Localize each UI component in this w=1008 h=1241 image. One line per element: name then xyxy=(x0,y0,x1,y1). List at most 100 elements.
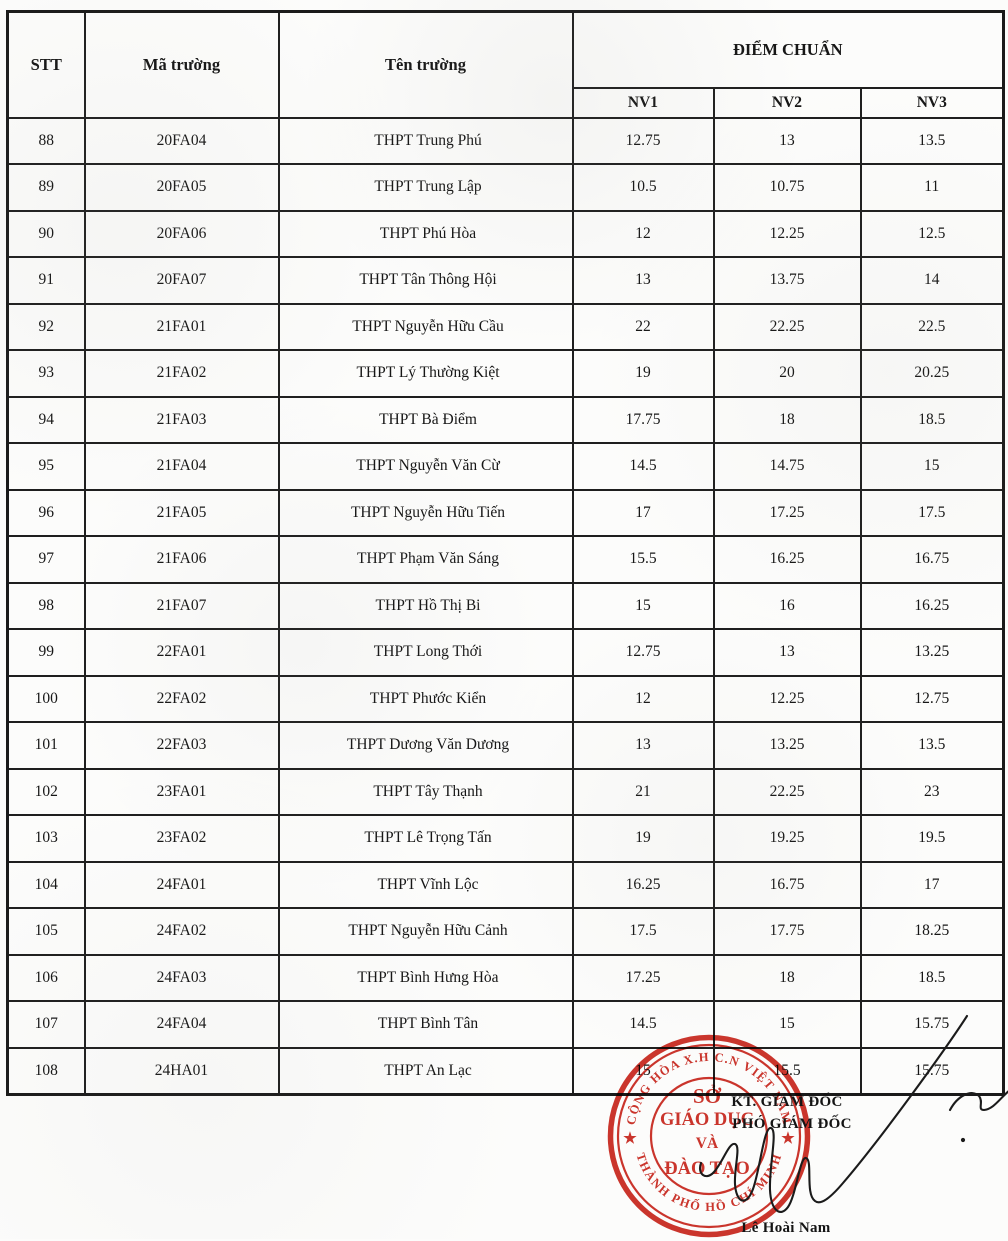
table-row: 102 23FA01 THPT Tây Thạnh 21 22.25 23 xyxy=(6,767,1005,816)
row-nv3: 13.5 xyxy=(859,721,1005,770)
row-nv3: 12.75 xyxy=(859,674,1005,723)
row-stt: 97 xyxy=(6,535,86,584)
row-nv1: 15 xyxy=(571,581,715,630)
row-nv1: 17.25 xyxy=(571,953,715,1002)
row-nv1: 12.75 xyxy=(571,116,715,165)
row-nv2: 22.25 xyxy=(712,302,862,351)
table-row: 105 24FA02 THPT Nguyễn Hữu Cảnh 17.5 17.75 18… xyxy=(6,907,1005,956)
row-stt: 90 xyxy=(6,209,86,258)
row-code: 22FA01 xyxy=(83,628,280,677)
row-code: 20FA06 xyxy=(83,209,280,258)
row-stt: 91 xyxy=(6,256,86,305)
row-name: THPT Dương Văn Dương xyxy=(277,721,574,770)
row-nv2: 17.75 xyxy=(712,907,862,956)
row-nv2: 13 xyxy=(712,628,862,677)
header-school-name: Tên trường xyxy=(277,10,574,119)
row-stt: 94 xyxy=(6,395,86,444)
row-stt: 104 xyxy=(6,860,86,909)
row-stt: 99 xyxy=(6,628,86,677)
row-nv3: 13.5 xyxy=(859,116,1005,165)
row-nv1: 14.5 xyxy=(571,442,715,491)
row-stt: 101 xyxy=(6,721,86,770)
table-row: 101 22FA03 THPT Dương Văn Dương 13 13.25 13.5 xyxy=(6,721,1005,770)
row-stt: 106 xyxy=(6,953,86,1002)
table-row: 104 24FA01 THPT Vĩnh Lộc 16.25 16.75 17 xyxy=(6,860,1005,909)
row-name: THPT Tây Thạnh xyxy=(277,767,574,816)
header-nv3: NV3 xyxy=(859,86,1005,119)
row-code: 20FA04 xyxy=(83,116,280,165)
table-row: 93 21FA02 THPT Lý Thường Kiệt 19 20 20.25 xyxy=(6,349,1005,398)
row-stt: 108 xyxy=(6,1046,86,1095)
row-nv3: 12.5 xyxy=(859,209,1005,258)
row-code: 24FA04 xyxy=(83,1000,280,1049)
table-row: 89 20FA05 THPT Trung Lập 10.5 10.75 11 xyxy=(6,163,1005,212)
table-row: 107 24FA04 THPT Bình Tân 14.5 15 15.75 xyxy=(6,1000,1005,1049)
table-row: 106 24FA03 THPT Bình Hưng Hòa 17.25 18 18.5 xyxy=(6,953,1005,1002)
official-red-stamp: CỘNG HÒA X.H C.N VIỆT NAM THÀNH PHỐ HỒ C… xyxy=(607,1034,811,1238)
row-code: 24FA03 xyxy=(83,953,280,1002)
stamp-star-left: ★ xyxy=(623,1131,637,1147)
row-name: THPT Nguyễn Hữu Tiến xyxy=(277,488,574,537)
row-name: THPT Bình Tân xyxy=(277,1000,574,1049)
row-name: THPT Bình Hưng Hòa xyxy=(277,953,574,1002)
row-code: 22FA02 xyxy=(83,674,280,723)
row-nv3: 14 xyxy=(859,256,1005,305)
row-code: 21FA05 xyxy=(83,488,280,537)
row-nv1: 12.75 xyxy=(571,628,715,677)
row-nv2: 18 xyxy=(712,395,862,444)
row-stt: 102 xyxy=(6,767,86,816)
row-nv3: 23 xyxy=(859,767,1005,816)
row-nv1: 12 xyxy=(571,209,715,258)
row-name: THPT Vĩnh Lộc xyxy=(277,860,574,909)
row-stt: 96 xyxy=(6,488,86,537)
row-nv3: 13.25 xyxy=(859,628,1005,677)
row-nv3: 15.75 xyxy=(859,1000,1005,1049)
header-benchmark-score: ĐIỂM CHUẨN xyxy=(571,10,1005,89)
row-nv3: 16.25 xyxy=(859,581,1005,630)
row-stt: 98 xyxy=(6,581,86,630)
row-stt: 103 xyxy=(6,814,86,863)
row-nv3: 20.25 xyxy=(859,349,1005,398)
table-row: 95 21FA04 THPT Nguyễn Văn Cừ 14.5 14.75 15 xyxy=(6,442,1005,491)
table-row: 98 21FA07 THPT Hồ Thị Bi 15 16 16.25 xyxy=(6,581,1005,630)
row-nv2: 19.25 xyxy=(712,814,862,863)
table-row: 103 23FA02 THPT Lê Trọng Tấn 19 19.25 19.5 xyxy=(6,814,1005,863)
row-nv2: 14.75 xyxy=(712,442,862,491)
row-code: 24FA01 xyxy=(83,860,280,909)
row-nv3: 17 xyxy=(859,860,1005,909)
row-nv3: 18.5 xyxy=(859,395,1005,444)
row-nv1: 13 xyxy=(571,721,715,770)
row-name: THPT Tân Thông Hội xyxy=(277,256,574,305)
row-stt: 107 xyxy=(6,1000,86,1049)
row-code: 21FA01 xyxy=(83,302,280,351)
row-code: 21FA07 xyxy=(83,581,280,630)
row-stt: 93 xyxy=(6,349,86,398)
row-name: THPT Lê Trọng Tấn xyxy=(277,814,574,863)
row-nv2: 13.25 xyxy=(712,721,862,770)
signature-ink-dot xyxy=(960,1137,966,1143)
row-name: THPT Lý Thường Kiệt xyxy=(277,349,574,398)
row-name: THPT Bà Điểm xyxy=(277,395,574,444)
row-code: 20FA05 xyxy=(83,163,280,212)
row-nv1: 12 xyxy=(571,674,715,723)
table-row: 90 20FA06 THPT Phú Hòa 12 12.25 12.5 xyxy=(6,209,1005,258)
table-row: 94 21FA03 THPT Bà Điểm 17.75 18 18.5 xyxy=(6,395,1005,444)
pho-giam-doc-label: PHÓ GIÁM ĐỐC xyxy=(732,1116,852,1132)
header-nv1: NV1 xyxy=(571,86,715,119)
row-name: THPT Nguyễn Hữu Cầu xyxy=(277,302,574,351)
table-row: 92 21FA01 THPT Nguyễn Hữu Cầu 22 22.25 22.5 xyxy=(6,302,1005,351)
header-nv2: NV2 xyxy=(712,86,862,119)
row-name: THPT Phước Kiển xyxy=(277,674,574,723)
row-stt: 89 xyxy=(6,163,86,212)
stamp-star-right: ★ xyxy=(781,1131,795,1147)
table-row: 99 22FA01 THPT Long Thới 12.75 13 13.25 xyxy=(6,628,1005,677)
row-nv1: 10.5 xyxy=(571,163,715,212)
row-nv1: 19 xyxy=(571,349,715,398)
row-code: 23FA02 xyxy=(83,814,280,863)
row-nv2: 17.25 xyxy=(712,488,862,537)
row-stt: 105 xyxy=(6,907,86,956)
row-nv2: 10.75 xyxy=(712,163,862,212)
row-name: THPT Trung Phú xyxy=(277,116,574,165)
row-nv3: 11 xyxy=(859,163,1005,212)
row-nv2: 12.25 xyxy=(712,674,862,723)
